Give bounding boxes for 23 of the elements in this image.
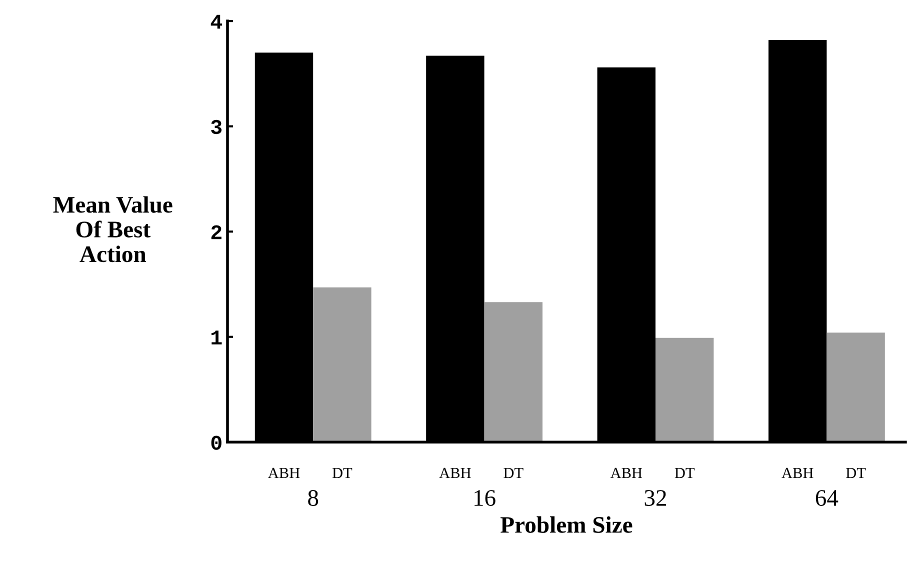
- x-axis-title: Problem Size: [500, 516, 632, 533]
- x-tick-label: 64: [816, 490, 838, 506]
- bar: [313, 287, 372, 442]
- series-label: DT: [332, 468, 352, 478]
- y-axis-title: Mean Value Of Best Action: [53, 196, 172, 262]
- text: DT: [846, 468, 866, 478]
- y-tick-label: 4: [210, 14, 222, 29]
- text: DT: [674, 468, 695, 478]
- series-label: ABH: [268, 468, 300, 478]
- bar: [826, 332, 885, 442]
- text: DT: [504, 468, 524, 478]
- y-tick-label: 1: [212, 330, 222, 344]
- bar: [656, 338, 714, 442]
- x-tick-label: 32: [644, 490, 666, 506]
- text: ABH: [782, 468, 814, 478]
- text: ABH: [439, 468, 471, 478]
- y-tick-label: 2: [211, 225, 222, 240]
- text: ABH: [610, 468, 642, 478]
- x-tick-label: 8: [308, 490, 318, 506]
- y-tick-label: 0: [211, 436, 222, 450]
- y-tick-label: 3: [211, 120, 222, 134]
- x-tick-label: 16: [474, 490, 496, 506]
- bar: [484, 302, 543, 442]
